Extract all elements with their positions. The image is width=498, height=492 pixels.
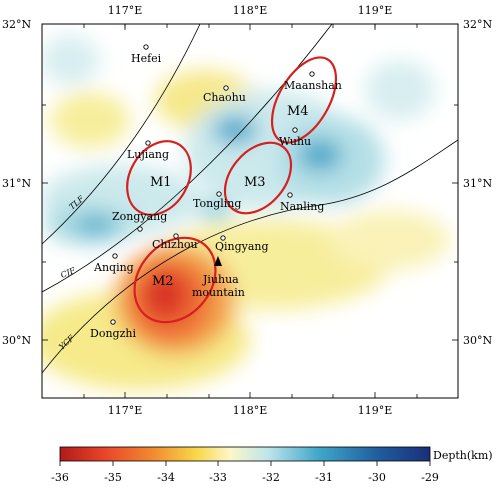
fault-ycf (42, 139, 458, 374)
colorbar-gradient (59, 446, 431, 462)
colorbar-tick-label: -30 (368, 471, 386, 484)
city-label-dongzhi: Dongzhi (90, 327, 136, 340)
city-label-anqing: Anqing (93, 261, 134, 274)
city-label-lujiang: Lujiang (127, 148, 169, 161)
zone-m2-ellipse (133, 236, 217, 324)
lat-label-right-31: 31°N (463, 177, 492, 190)
city-label-chaohu: Chaohu (203, 91, 246, 104)
lon-label-bottom-118: 118°E (233, 404, 268, 417)
city-marker-anqing (112, 253, 118, 259)
colorbar-tick-label: -31 (315, 471, 333, 484)
city-marker-tongling (216, 191, 222, 197)
colorbar-tick-label: -35 (104, 471, 122, 484)
lon-label-bottom-119: 119°E (358, 404, 393, 417)
city-label-zongyang: Zongyang (112, 210, 167, 223)
city-marker-chizhou (173, 233, 179, 239)
mountain-label-line2: mountain (192, 286, 245, 299)
lat-label-left-31: 31°N (2, 177, 31, 190)
city-marker-dongzhi (110, 319, 116, 325)
frame-ticks (42, 23, 458, 398)
colorbar-title: Depth(km) (433, 449, 493, 462)
city-marker-chaohu (223, 85, 229, 91)
lat-label-right-32: 32°N (463, 18, 492, 31)
colorbar-tick-label: -32 (262, 471, 280, 484)
city-label-qingyang: Qingyang (215, 240, 269, 253)
city-marker-zongyang (137, 226, 143, 232)
city-label-wuhu: Wuhu (279, 135, 311, 148)
city-label-chizhou: Chizhou (152, 238, 198, 251)
city-label-tongling: Tongling (193, 197, 241, 210)
city-label-hefei: Hefei (131, 52, 162, 65)
lon-label-top-118: 118°E (233, 4, 268, 17)
lon-label-top-117: 117°E (108, 4, 143, 17)
lon-label-bottom-117: 117°E (108, 404, 143, 417)
zone-label-m2: M2 (152, 274, 174, 289)
city-marker-nanling (287, 192, 293, 198)
city-label-nanling: Nanling (280, 200, 324, 213)
lat-label-left-32: 32°N (2, 18, 31, 31)
colorbar-tick-label: -33 (209, 471, 227, 484)
city-marker-wuhu (292, 127, 298, 133)
city-markers (110, 44, 315, 325)
lon-label-top-119: 119°E (358, 4, 393, 17)
mountain-label-line1: Jiuhua (202, 273, 239, 286)
zone-m4-ellipse (270, 56, 338, 144)
zone-m1-ellipse (126, 140, 192, 216)
fault-tlf (42, 24, 201, 245)
city-marker-qingyang (220, 235, 226, 241)
colorbar-tick-label: -34 (157, 471, 175, 484)
zone-ellipses (126, 56, 338, 324)
zone-m3-ellipse (223, 141, 293, 215)
lat-label-right-30: 30°N (463, 334, 492, 347)
city-marker-lujiang (145, 140, 151, 146)
colorbar-tick-label: -36 (51, 471, 69, 484)
colorbar-tick-label: -29 (421, 471, 439, 484)
zone-label-m3: M3 (244, 175, 266, 190)
city-marker-hefei (143, 44, 149, 50)
colorbar: Depth(km) -36 -35 -34 -33 -32 -31 -30 -2… (51, 446, 493, 484)
city-label-maanshan: Maanshan (284, 79, 342, 92)
zone-label-m4: M4 (287, 104, 309, 119)
city-marker-maanshan (309, 71, 315, 77)
mountain-triangle-icon (214, 256, 222, 266)
zone-label-m1: M1 (150, 175, 172, 190)
lat-label-left-30: 30°N (2, 334, 31, 347)
